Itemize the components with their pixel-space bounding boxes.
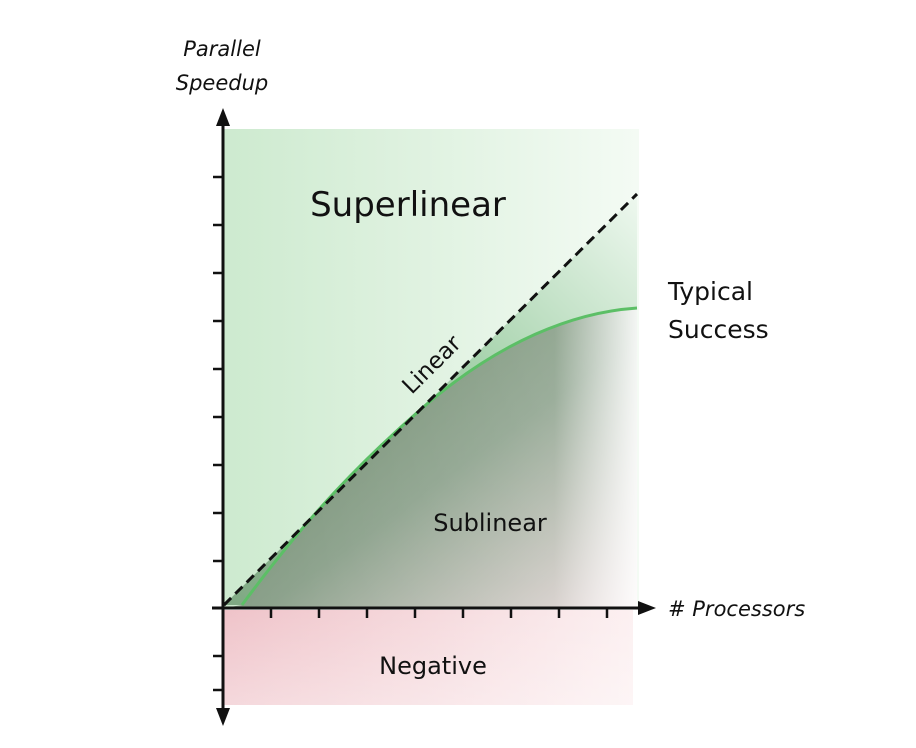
y-axis-arrow-down [216, 708, 230, 726]
typical-success-label-line1: Typical [667, 277, 753, 306]
y-axis-ticks [213, 175, 223, 692]
linear-line [222, 192, 639, 607]
sublinear-label: Sublinear [433, 509, 547, 537]
x-axis-label: # Processors [668, 597, 805, 621]
y-axis-label-line2: Speedup [176, 71, 268, 95]
x-axis-ticks [269, 608, 609, 618]
x-axis-arrow [638, 601, 656, 615]
y-axis-label-line1: Parallel [183, 37, 261, 61]
superlinear-label: Superlinear [310, 185, 506, 225]
y-axis-arrow-up [216, 108, 230, 126]
typical-success-label-line2: Success [668, 315, 769, 344]
negative-label: Negative [379, 652, 487, 680]
